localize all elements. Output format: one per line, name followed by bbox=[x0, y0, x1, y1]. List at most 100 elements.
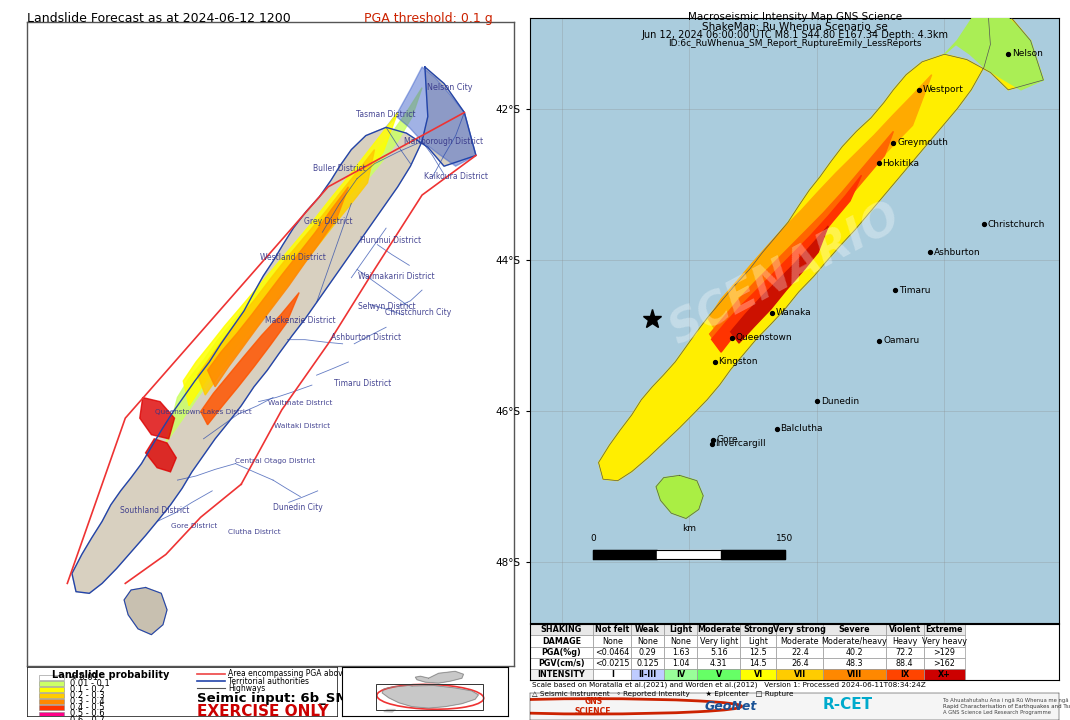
Bar bbox=[664, 624, 697, 636]
Text: ID:6c_RuWhenua_SM_Report_RuptureEmily_LessReports: ID:6c_RuWhenua_SM_Report_RuptureEmily_Le… bbox=[669, 39, 921, 48]
Bar bbox=[40, 718, 64, 720]
Text: GeoNet: GeoNet bbox=[705, 700, 758, 713]
Text: None: None bbox=[601, 636, 623, 646]
Text: Invercargill: Invercargill bbox=[716, 439, 766, 448]
Text: 88.4: 88.4 bbox=[896, 659, 914, 668]
Text: Very strong: Very strong bbox=[774, 626, 826, 634]
Polygon shape bbox=[208, 186, 349, 387]
Bar bbox=[40, 675, 64, 680]
Text: 5.16: 5.16 bbox=[709, 648, 728, 657]
Bar bbox=[631, 624, 664, 636]
Bar bbox=[740, 624, 777, 636]
Text: 22.4: 22.4 bbox=[791, 648, 809, 657]
Text: Queenstown: Queenstown bbox=[736, 333, 793, 342]
Text: 14.5: 14.5 bbox=[750, 659, 767, 668]
Text: Jun 12, 2024 06:00:00 UTC M8.1 S44.80 E167.34 Depth: 4.3km: Jun 12, 2024 06:00:00 UTC M8.1 S44.80 E1… bbox=[642, 30, 948, 40]
Bar bbox=[886, 658, 923, 669]
Bar bbox=[593, 669, 631, 680]
Polygon shape bbox=[201, 292, 300, 425]
Bar bbox=[40, 711, 64, 716]
Bar bbox=[823, 636, 886, 647]
Polygon shape bbox=[712, 175, 861, 352]
Text: PGA(%g): PGA(%g) bbox=[541, 648, 581, 657]
Text: Very light: Very light bbox=[700, 636, 738, 646]
Polygon shape bbox=[183, 112, 398, 406]
Bar bbox=[697, 624, 740, 636]
Text: Oamaru: Oamaru bbox=[883, 336, 919, 346]
Text: IX: IX bbox=[900, 670, 910, 679]
Text: Clutha District: Clutha District bbox=[228, 529, 280, 535]
Text: 0.125: 0.125 bbox=[637, 659, 659, 668]
Text: Grey District: Grey District bbox=[304, 217, 352, 226]
Bar bbox=[923, 624, 965, 636]
Polygon shape bbox=[731, 226, 828, 343]
Text: SCENARIO: SCENARIO bbox=[662, 196, 907, 354]
Polygon shape bbox=[124, 588, 167, 634]
Text: Moderate: Moderate bbox=[780, 636, 819, 646]
Text: VII: VII bbox=[794, 670, 806, 679]
Bar bbox=[823, 624, 886, 636]
Bar bbox=[823, 647, 886, 658]
Text: Westland District: Westland District bbox=[260, 253, 326, 261]
Text: 1.63: 1.63 bbox=[672, 648, 689, 657]
Bar bbox=[593, 658, 631, 669]
Text: Gore: Gore bbox=[717, 436, 738, 444]
Text: None: None bbox=[670, 636, 691, 646]
Text: Wanaka: Wanaka bbox=[776, 308, 811, 318]
Bar bbox=[376, 684, 484, 709]
Bar bbox=[697, 658, 740, 669]
Text: km: km bbox=[683, 523, 697, 533]
Bar bbox=[740, 636, 777, 647]
Text: Waitaki District: Waitaki District bbox=[274, 423, 331, 429]
Bar bbox=[777, 658, 823, 669]
Bar bbox=[530, 624, 593, 636]
Text: Waitmate District: Waitmate District bbox=[269, 400, 333, 406]
Bar bbox=[593, 647, 631, 658]
Text: 0.6 - 0.7: 0.6 - 0.7 bbox=[71, 716, 105, 720]
Bar bbox=[40, 699, 64, 704]
Text: IV: IV bbox=[676, 670, 685, 679]
Text: I: I bbox=[611, 670, 614, 679]
Bar bbox=[777, 647, 823, 658]
Text: Nelson: Nelson bbox=[1012, 49, 1043, 58]
Bar bbox=[530, 658, 593, 669]
Bar bbox=[740, 669, 777, 680]
Text: 48.3: 48.3 bbox=[845, 659, 863, 668]
Text: Dunedin: Dunedin bbox=[821, 397, 859, 406]
Bar bbox=[530, 669, 593, 680]
Text: Timaru District: Timaru District bbox=[334, 379, 392, 388]
Text: Balclutha: Balclutha bbox=[780, 424, 823, 433]
Text: 150: 150 bbox=[776, 534, 794, 543]
Bar bbox=[40, 706, 64, 710]
Bar bbox=[530, 636, 593, 647]
Text: Marlborough District: Marlborough District bbox=[404, 137, 484, 146]
Bar bbox=[923, 658, 965, 669]
Bar bbox=[886, 636, 923, 647]
Polygon shape bbox=[384, 709, 396, 712]
Text: Moderate: Moderate bbox=[697, 626, 740, 634]
Polygon shape bbox=[598, 0, 1043, 481]
Text: Extreme: Extreme bbox=[926, 626, 963, 634]
Polygon shape bbox=[166, 88, 422, 443]
Text: VIII: VIII bbox=[846, 670, 862, 679]
Text: To Ahuatahutahu Ana i ngā Rū Whenua me ngā Parawhenua: To Ahuatahutahu Ana i ngā Rū Whenua me n… bbox=[943, 698, 1070, 703]
Text: Nelson City: Nelson City bbox=[427, 84, 473, 92]
Text: Seimic input: 6b_SM: Seimic input: 6b_SM bbox=[198, 692, 349, 706]
Text: R-CET: R-CET bbox=[823, 698, 872, 713]
Polygon shape bbox=[945, 0, 1043, 90]
Text: Central Otago District: Central Otago District bbox=[234, 458, 315, 464]
Text: Area encompassing PGA above the threshold: Area encompassing PGA above the threshol… bbox=[229, 670, 401, 678]
Text: ShakeMap: Ru Whenua Scenario_se: ShakeMap: Ru Whenua Scenario_se bbox=[702, 21, 888, 32]
Polygon shape bbox=[146, 438, 177, 472]
Text: None: None bbox=[638, 636, 658, 646]
Text: <0.0215: <0.0215 bbox=[595, 659, 629, 668]
Text: 4.31: 4.31 bbox=[710, 659, 728, 668]
Text: Scale based on Moratalla et al.(2021) and Worden et al.(2012)   Version 1: Proce: Scale based on Moratalla et al.(2021) an… bbox=[532, 682, 926, 688]
Text: 72.2: 72.2 bbox=[896, 648, 914, 657]
Text: Mackenzie District: Mackenzie District bbox=[265, 316, 336, 325]
Text: Rapid Characterisation of Earthquakes and Tsunami: Rapid Characterisation of Earthquakes an… bbox=[943, 704, 1070, 708]
Polygon shape bbox=[415, 671, 463, 683]
Bar bbox=[631, 669, 664, 680]
Bar bbox=[777, 636, 823, 647]
Text: Strong: Strong bbox=[744, 626, 774, 634]
